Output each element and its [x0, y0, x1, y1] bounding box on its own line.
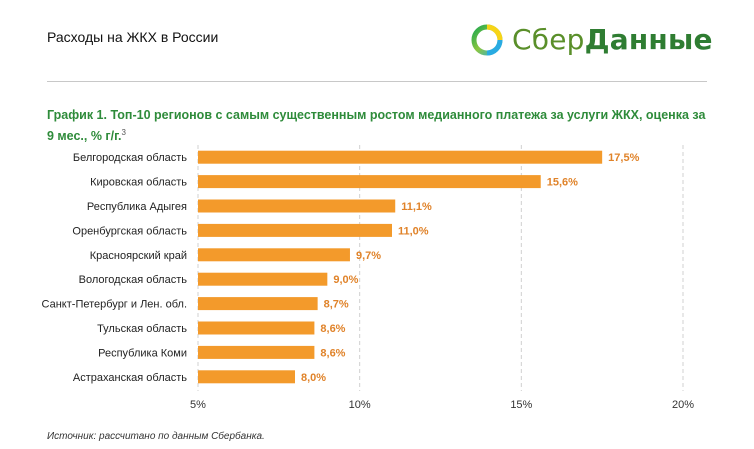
source-note: Источник: рассчитано по данным Сбербанка… [47, 431, 265, 442]
sberdannye-logo: СберДанные [470, 20, 713, 60]
category-label: Красноярский край [90, 250, 187, 262]
page-title: Расходы на ЖКХ в России [47, 29, 219, 45]
x-tick-label: 15% [510, 399, 532, 411]
bar [198, 199, 396, 213]
bar [198, 321, 315, 335]
bar [198, 370, 295, 384]
value-label: 11,0% [398, 225, 429, 237]
value-label: 9,7% [356, 250, 381, 262]
bar [198, 272, 328, 286]
bar [198, 297, 318, 311]
category-label: Санкт-Петербург и Лен. обл. [42, 299, 187, 311]
x-tick-label: 10% [349, 399, 371, 411]
value-label: 8,6% [320, 323, 345, 335]
logo-text: СберДанные [512, 20, 713, 60]
chart-title-footnote: 3 [121, 128, 126, 137]
category-label: Белгородская область [73, 152, 187, 164]
sber-circle-logo-icon [471, 24, 503, 56]
category-label: Тульская область [97, 323, 187, 335]
category-label: Астраханская область [73, 372, 187, 384]
x-tick-label: 5% [190, 399, 206, 411]
bar [198, 223, 392, 237]
chart-title: График 1. Топ-10 регионов с самым сущест… [47, 107, 707, 145]
value-label: 8,7% [324, 299, 349, 311]
bar [198, 175, 541, 189]
value-label: 8,0% [301, 372, 326, 384]
bar [198, 345, 315, 359]
bar [198, 248, 350, 262]
category-label: Вологодская область [79, 274, 188, 286]
logo-text-part2: Данные [584, 23, 713, 56]
chart-title-text: График 1. Топ-10 регионов с самым сущест… [47, 108, 706, 144]
value-label: 8,6% [320, 347, 345, 359]
header-divider [47, 81, 707, 82]
value-label: 15,6% [547, 177, 578, 189]
value-label: 17,5% [608, 152, 639, 164]
category-label: Республика Коми [98, 347, 187, 359]
logo-text-part1: Сбер [512, 23, 585, 56]
x-tick-label: 20% [672, 399, 694, 411]
category-label: Кировская область [90, 177, 187, 189]
value-label: 9,0% [333, 274, 358, 286]
value-label: 11,1% [401, 201, 432, 213]
category-label: Оренбургская область [72, 225, 187, 237]
category-label: Республика Адыгея [87, 201, 187, 213]
bar [198, 150, 603, 164]
